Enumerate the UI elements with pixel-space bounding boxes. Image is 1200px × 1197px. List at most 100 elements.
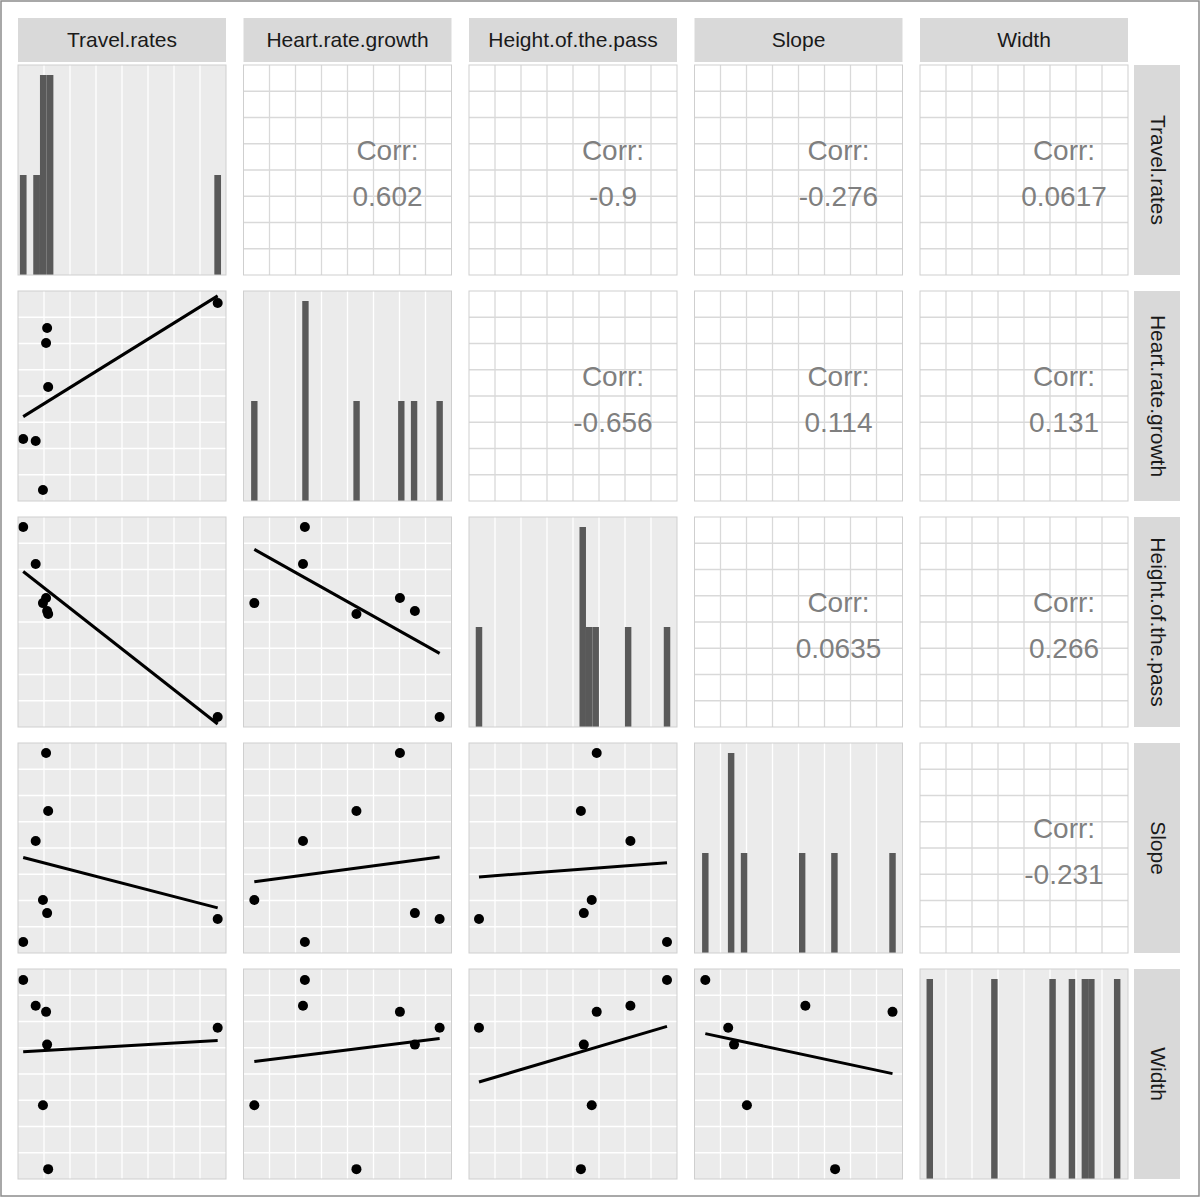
grid-line xyxy=(920,821,1128,822)
grid-line xyxy=(695,369,903,370)
grid-line xyxy=(469,91,677,92)
grid-line xyxy=(469,448,677,449)
point xyxy=(298,836,308,846)
point xyxy=(298,1001,308,1011)
panel-frame xyxy=(920,291,1128,501)
grid-line xyxy=(18,1021,226,1022)
point xyxy=(410,606,420,616)
panel: Corr:-0.656 xyxy=(469,291,677,501)
point xyxy=(351,609,361,619)
point xyxy=(43,806,53,816)
point xyxy=(435,1023,445,1033)
grid-line xyxy=(469,117,677,118)
panel-frame xyxy=(18,517,226,727)
grid-line xyxy=(920,926,1128,927)
histogram-bar xyxy=(1088,979,1094,1179)
grid-line xyxy=(695,395,903,396)
corr-value: 0.131 xyxy=(1029,407,1099,438)
grid-line xyxy=(469,795,677,796)
fit-line xyxy=(705,1034,892,1074)
grid-line xyxy=(695,543,903,544)
grid-line xyxy=(695,222,903,223)
grid-line xyxy=(244,595,452,596)
point xyxy=(31,559,41,569)
panel xyxy=(18,291,226,501)
histogram-bar xyxy=(741,853,747,953)
fit-line xyxy=(479,863,667,877)
point xyxy=(38,895,48,905)
grid-line xyxy=(244,248,452,249)
grid-line xyxy=(18,369,226,370)
panel-background xyxy=(695,291,903,501)
panel xyxy=(244,969,452,1179)
point xyxy=(249,1100,259,1110)
grid-line xyxy=(695,474,903,475)
grid-line xyxy=(18,821,226,822)
grid-line xyxy=(695,1073,903,1074)
grid-line xyxy=(494,517,495,727)
panel-background xyxy=(244,65,452,275)
marks xyxy=(18,522,222,724)
corr-value: -0.276 xyxy=(799,181,878,212)
grid-line xyxy=(244,222,452,223)
grid-line xyxy=(18,543,226,544)
panel: Corr:0.114 xyxy=(695,291,903,501)
histogram-bar xyxy=(728,753,734,853)
grid-line xyxy=(18,395,226,396)
grid-line xyxy=(469,474,677,475)
grid-line xyxy=(920,847,1128,848)
histogram-bar xyxy=(302,401,308,501)
point xyxy=(700,975,710,985)
fit-line xyxy=(479,1026,667,1082)
grid-line xyxy=(920,248,1128,249)
corr-label: Corr: xyxy=(582,361,644,392)
marks xyxy=(18,296,222,495)
panel-background xyxy=(695,743,903,953)
grid-line xyxy=(18,926,226,927)
marks xyxy=(249,748,444,947)
panel-background xyxy=(920,517,1128,727)
panel xyxy=(469,969,677,1179)
corr-label: Corr: xyxy=(807,361,869,392)
panel-frame xyxy=(469,291,677,501)
strip xyxy=(18,18,226,62)
grid-line xyxy=(147,65,148,275)
point xyxy=(662,937,672,947)
point xyxy=(18,937,28,947)
point xyxy=(592,1007,602,1017)
panel: Corr:-0.231 xyxy=(920,743,1128,953)
grid-line xyxy=(244,900,452,901)
grid-line xyxy=(244,543,452,544)
grid-line xyxy=(469,847,677,848)
grid-line xyxy=(18,448,226,449)
grid-line xyxy=(1075,969,1076,1179)
histogram-bar xyxy=(702,853,708,953)
histogram-bar xyxy=(1082,979,1088,1179)
grid-line xyxy=(650,517,651,727)
histogram-bar xyxy=(436,401,442,501)
grid-line xyxy=(244,621,452,622)
grid-line xyxy=(695,1152,903,1153)
histogram-bar xyxy=(40,75,47,175)
grid-line xyxy=(244,1126,452,1127)
grid-line xyxy=(695,1047,903,1048)
fit-line xyxy=(23,857,217,907)
panel-frame xyxy=(469,743,677,953)
grid-line xyxy=(920,700,1128,701)
histogram-bar xyxy=(579,627,585,727)
grid-line xyxy=(1101,969,1102,1179)
grid-line xyxy=(469,1126,677,1127)
point xyxy=(410,1040,420,1050)
grid-line xyxy=(695,248,903,249)
panel-background xyxy=(469,743,677,953)
strip xyxy=(920,18,1128,62)
point xyxy=(410,908,420,918)
histogram-bar xyxy=(1114,979,1120,1179)
histogram-bar xyxy=(47,75,54,175)
grid-line xyxy=(695,569,903,570)
grid-line xyxy=(469,1047,677,1048)
histogram-bar xyxy=(991,979,997,1179)
point xyxy=(729,1040,739,1050)
panel-frame xyxy=(695,291,903,501)
strip xyxy=(1134,743,1180,953)
